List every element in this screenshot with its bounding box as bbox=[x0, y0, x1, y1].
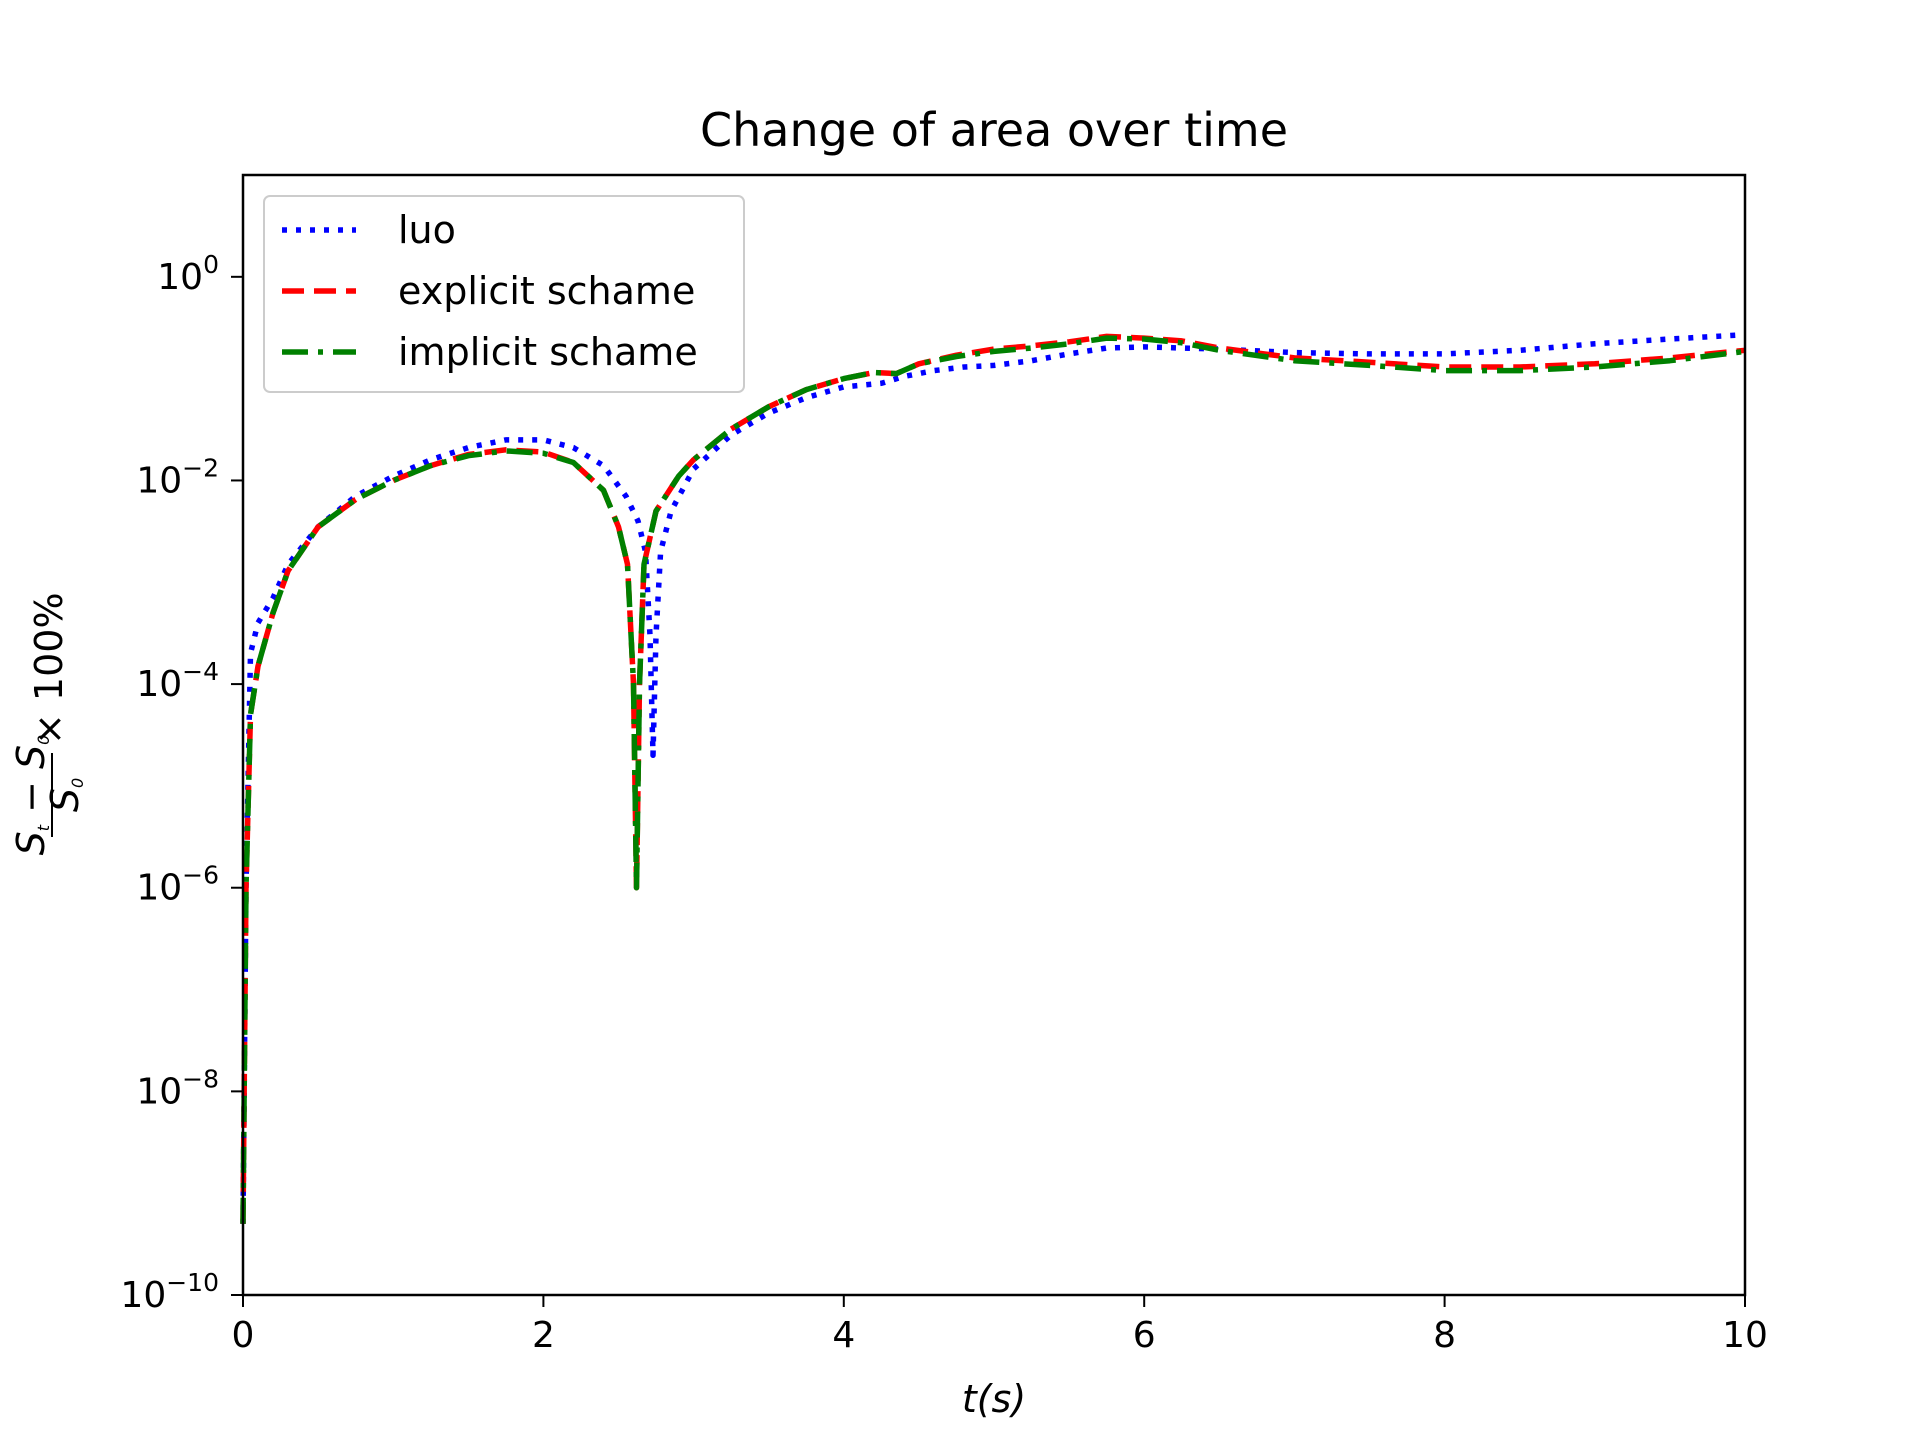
x-tick-label: 10 bbox=[1722, 1315, 1768, 1356]
y-axis-label: St − S0 S0 × 100% bbox=[9, 592, 87, 855]
x-tick-label: 2 bbox=[532, 1315, 555, 1356]
legend: luo explicit schame implicit schame bbox=[263, 195, 745, 393]
legend-box bbox=[263, 195, 745, 393]
x-tick-label: 0 bbox=[232, 1315, 255, 1356]
x-tick-label: 8 bbox=[1433, 1315, 1456, 1356]
y-tick-label: 10−8 bbox=[136, 1064, 219, 1112]
legend-label: implicit schame bbox=[398, 330, 698, 374]
y-tick-label: 10−10 bbox=[120, 1268, 219, 1316]
series-layer bbox=[240, 331, 1746, 1224]
y-tick-base: 10 bbox=[157, 257, 203, 298]
y-tick-label: 10−6 bbox=[136, 861, 219, 909]
legend-label: explicit schame bbox=[398, 269, 695, 313]
y-tick-base: 10 bbox=[136, 1071, 182, 1112]
legend-label: luo bbox=[398, 208, 456, 252]
plot-frame bbox=[241, 173, 1747, 1297]
y-tick-exponent: −2 bbox=[182, 453, 219, 482]
y-tick-base: 10 bbox=[120, 1275, 166, 1316]
x-axis-ticks: 0 2 4 6 8 10 bbox=[232, 1295, 1768, 1356]
y-tick-label: 100 bbox=[157, 250, 219, 298]
series-line-implicit-schame bbox=[240, 335, 1746, 1224]
y-tick-exponent: −6 bbox=[182, 861, 219, 890]
y-tick-exponent: 0 bbox=[203, 250, 219, 279]
y-axis-label-numerator: St − S0 bbox=[9, 735, 53, 856]
x-axis-label: t(s) bbox=[962, 1377, 1026, 1421]
y-tick-exponent: −8 bbox=[182, 1064, 219, 1093]
chart-title: Change of area over time bbox=[700, 103, 1288, 157]
y-tick-exponent: −4 bbox=[182, 657, 219, 686]
x-tick-label: 4 bbox=[832, 1315, 855, 1356]
y-tick-exponent: −10 bbox=[166, 1268, 219, 1297]
y-tick-label: 10−4 bbox=[136, 657, 219, 705]
x-tick-label: 6 bbox=[1133, 1315, 1156, 1356]
y-tick-base: 10 bbox=[136, 664, 182, 705]
y-tick-label: 10−2 bbox=[136, 453, 219, 501]
y-axis-label-suffix: × 100% bbox=[27, 592, 71, 745]
y-tick-base: 10 bbox=[136, 868, 182, 909]
y-tick-base: 10 bbox=[136, 460, 182, 501]
